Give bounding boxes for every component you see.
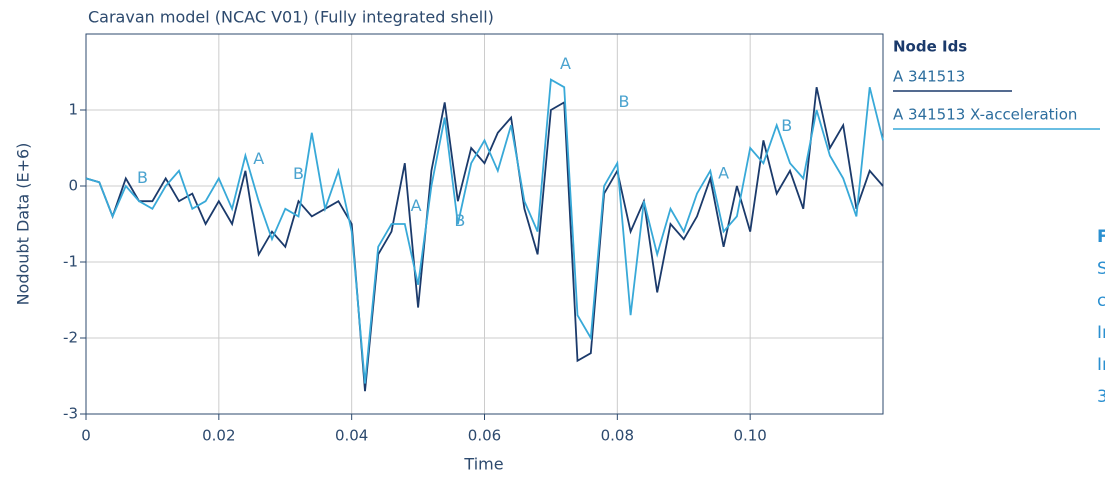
side-text: 3 <box>1097 387 1105 407</box>
legend-label: A 341513 X-acceleration <box>893 106 1077 124</box>
y-tick-label: -1 <box>63 253 78 271</box>
side-text: F <box>1097 227 1105 247</box>
series-line <box>85 78 884 384</box>
y-tick-label: 0 <box>68 177 78 195</box>
curve-label: B <box>293 164 304 183</box>
x-axis-label: Time <box>463 455 503 474</box>
x-tick-label: 0.04 <box>335 427 368 445</box>
curve-label: A <box>560 54 571 73</box>
curve-label: B <box>137 168 148 187</box>
legend-title: Node Ids <box>893 38 967 56</box>
x-tick-label: 0.06 <box>468 427 501 445</box>
side-text: In <box>1097 355 1105 375</box>
series-line <box>85 87 884 392</box>
side-text: S <box>1097 259 1105 279</box>
y-tick-label: -2 <box>63 329 78 347</box>
y-tick-label: -3 <box>63 405 78 423</box>
chart-title: Caravan model (NCAC V01) (Fully integrat… <box>88 8 494 27</box>
y-tick-label: 1 <box>68 101 78 119</box>
side-text: In <box>1097 323 1105 343</box>
legend-label: A 341513 <box>893 68 965 86</box>
x-tick-label: 0.08 <box>601 427 634 445</box>
curve-label: B <box>618 92 629 111</box>
y-axis-label: Nodoubt Data (E+6) <box>14 143 33 306</box>
x-tick-label: 0.10 <box>733 427 766 445</box>
curve-label: B <box>781 116 792 135</box>
curve-label: A <box>411 196 422 215</box>
x-tick-label: 0 <box>81 427 91 445</box>
side-text: c <box>1097 291 1105 311</box>
x-tick-label: 0.02 <box>202 427 235 445</box>
plot-frame <box>85 33 884 415</box>
curve-label: A <box>718 163 729 182</box>
curve-label: B <box>454 211 465 230</box>
curve-label: A <box>253 149 264 168</box>
